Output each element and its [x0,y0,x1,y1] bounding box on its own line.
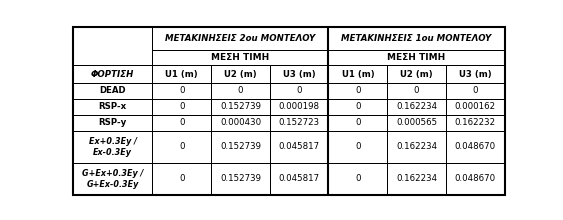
Text: 0.152739: 0.152739 [220,102,261,111]
Bar [328,83,387,99]
Text: 0.045817: 0.045817 [279,142,320,151]
Text: U3 (m): U3 (m) [283,70,315,79]
Bar [153,131,211,163]
Bar [73,99,153,115]
Text: 0: 0 [472,86,478,95]
Text: 0: 0 [179,142,185,151]
Text: MEΣH TIMH: MEΣH TIMH [211,53,270,62]
Text: 0.162234: 0.162234 [396,142,437,151]
Text: 0.152739: 0.152739 [220,174,261,183]
Bar [328,50,504,65]
Text: U2 (m): U2 (m) [224,70,257,79]
Text: MEΣH TIMH: MEΣH TIMH [387,53,446,62]
Text: 0: 0 [414,86,419,95]
Bar [387,131,446,163]
Bar [446,65,504,83]
Bar [211,131,270,163]
Bar [387,83,446,99]
Text: 0: 0 [179,86,185,95]
Bar [387,99,446,115]
Bar [153,65,211,83]
Bar [328,115,387,131]
Bar [153,50,328,65]
Bar [387,65,446,83]
Text: 0.162234: 0.162234 [396,102,437,111]
Text: 0: 0 [355,142,360,151]
Bar [446,131,504,163]
Bar [328,163,387,195]
Bar [153,99,211,115]
Text: 0: 0 [355,86,360,95]
Bar [328,27,504,50]
Bar [73,27,153,65]
Bar [73,83,153,99]
Text: U1 (m): U1 (m) [342,70,374,79]
Text: ΦOPTIΣH: ΦOPTIΣH [91,70,134,79]
Bar [446,83,504,99]
Bar [73,163,153,195]
Text: 0.000162: 0.000162 [454,102,496,111]
Text: DEAD: DEAD [99,86,126,95]
Text: 0: 0 [355,174,360,183]
Text: Ex+0.3Ey /
Ex-0.3Ey: Ex+0.3Ey / Ex-0.3Ey [88,137,136,157]
Bar [153,83,211,99]
Text: 0.000430: 0.000430 [220,118,261,127]
Text: 0: 0 [355,102,360,111]
Text: 0.152723: 0.152723 [279,118,320,127]
Bar [153,115,211,131]
Bar [328,99,387,115]
Bar [328,65,387,83]
Text: 0: 0 [179,102,185,111]
Bar [73,115,153,131]
Text: 0.152739: 0.152739 [220,142,261,151]
Bar [211,83,270,99]
Text: U3 (m): U3 (m) [459,70,491,79]
Bar [211,163,270,195]
Text: 0.048670: 0.048670 [454,174,496,183]
Text: 0.045817: 0.045817 [279,174,320,183]
Bar [270,131,328,163]
Bar [270,99,328,115]
Text: 0.048670: 0.048670 [454,142,496,151]
Bar [446,115,504,131]
Text: 0: 0 [179,118,185,127]
Bar [446,99,504,115]
Text: 0.000198: 0.000198 [279,102,320,111]
Text: 0.162234: 0.162234 [396,174,437,183]
Bar [153,163,211,195]
Text: 0.162232: 0.162232 [454,118,496,127]
Bar [328,131,387,163]
Text: RSP-y: RSP-y [99,118,127,127]
Text: 0.000565: 0.000565 [396,118,437,127]
Bar [73,65,153,83]
Bar [270,83,328,99]
Bar [153,27,328,50]
Bar [211,99,270,115]
Bar [387,163,446,195]
Text: U1 (m): U1 (m) [166,70,198,79]
Text: U2 (m): U2 (m) [400,70,433,79]
Bar [270,65,328,83]
Text: 0: 0 [179,174,185,183]
Text: METAKINHΣEIΣ 1ou MONTEΛOY: METAKINHΣEIΣ 1ou MONTEΛOY [341,34,491,43]
Bar [270,163,328,195]
Bar [446,163,504,195]
Text: G+Ex+0.3Ey /
G+Ex-0.3Ey: G+Ex+0.3Ey / G+Ex-0.3Ey [82,169,143,189]
Bar [270,115,328,131]
Bar [73,131,153,163]
Bar [211,115,270,131]
Text: 0: 0 [355,118,360,127]
Text: RSP-x: RSP-x [99,102,127,111]
Bar [387,115,446,131]
Bar [211,65,270,83]
Text: METAKINHΣEIΣ 2ou MONTEΛOY: METAKINHΣEIΣ 2ou MONTEΛOY [166,34,316,43]
Text: 0: 0 [238,86,243,95]
Text: 0: 0 [296,86,302,95]
